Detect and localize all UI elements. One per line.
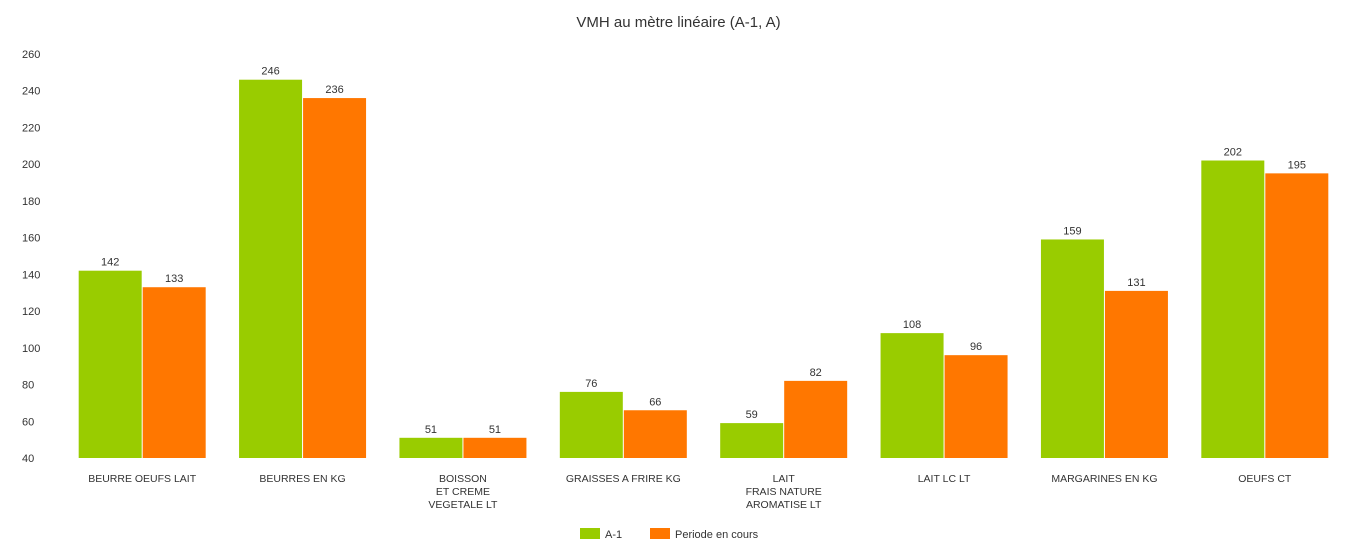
bar-value-label: 142 xyxy=(101,257,119,269)
y-tick-label: 160 xyxy=(22,233,40,245)
x-tick-label: LAIT LC LT xyxy=(918,473,971,485)
x-tick-label: OEUFS CT xyxy=(1238,473,1292,485)
y-tick-label: 60 xyxy=(22,416,34,428)
bar-periode-en-cours[interactable] xyxy=(1265,173,1329,458)
bars xyxy=(78,79,1329,458)
x-tick-label: BEURRE OEUFS LAIT xyxy=(88,473,197,485)
legend-item-a-1[interactable]: A-1 xyxy=(580,528,622,541)
bar-value-label: 246 xyxy=(261,66,279,78)
bar-a-1[interactable] xyxy=(1040,239,1104,458)
y-tick-label: 260 xyxy=(22,49,40,61)
y-tick-label: 80 xyxy=(22,380,34,392)
bar-a-1[interactable] xyxy=(880,333,944,458)
bar-value-label: 131 xyxy=(1127,277,1145,289)
bar-value-label: 108 xyxy=(903,319,921,331)
bar-periode-en-cours[interactable] xyxy=(1104,290,1168,458)
y-tick-label: 120 xyxy=(22,306,40,318)
bar-a-1[interactable] xyxy=(239,79,303,458)
bar-periode-en-cours[interactable] xyxy=(303,98,367,458)
legend-label: Periode en cours xyxy=(675,529,759,541)
x-tick-label: BEURRES EN KG xyxy=(259,473,345,485)
y-tick-label: 100 xyxy=(22,343,40,355)
bar-value-label: 202 xyxy=(1224,147,1242,159)
x-axis: BEURRE OEUFS LAIT BEURRES EN KG BOISSON ET … xyxy=(88,473,1292,511)
y-tick-label: 180 xyxy=(22,196,40,208)
bar-a-1[interactable] xyxy=(559,391,623,458)
bar-a-1[interactable] xyxy=(399,437,463,458)
bar-periode-en-cours[interactable] xyxy=(463,437,527,458)
bar-value-labels: 142 133 246 236 51 51 76 66 59 82 108 96 159 131 202 19… xyxy=(101,66,1306,436)
legend[interactable]: A-1 Periode en cours xyxy=(580,528,759,541)
y-axis: 40 60 80 100 120 140 160 180 200 220 240 260 xyxy=(22,49,40,465)
bar-value-label: 133 xyxy=(165,273,183,285)
bar-value-label: 59 xyxy=(746,409,758,421)
bar-value-label: 159 xyxy=(1063,225,1081,237)
bar-a-1[interactable] xyxy=(1201,160,1265,458)
y-tick-label: 220 xyxy=(22,122,40,134)
x-tick-label: GRAISSES A FRIRE KG xyxy=(566,473,681,485)
legend-item-periode-en-cours[interactable]: Periode en cours xyxy=(650,528,759,541)
bar-value-label: 51 xyxy=(489,424,501,436)
bar-value-label: 96 xyxy=(970,341,982,353)
bar-a-1[interactable] xyxy=(78,270,142,458)
chart-title: VMH au mètre linéaire (A-1, A) xyxy=(576,14,781,31)
x-tick-label: BOISSON ET CREME VEGETALE LT xyxy=(428,473,498,511)
bar-value-label: 66 xyxy=(649,396,661,408)
bar-value-label: 236 xyxy=(325,84,343,96)
bar-value-label: 76 xyxy=(585,378,597,390)
bar-periode-en-cours[interactable] xyxy=(784,380,848,458)
x-tick-label: MARGARINES EN KG xyxy=(1051,473,1157,485)
legend-swatch xyxy=(580,528,600,539)
x-tick-label: LAIT FRAIS NATURE AROMATISE LT xyxy=(746,473,822,511)
bar-a-1[interactable] xyxy=(720,423,784,458)
bar-value-label: 82 xyxy=(810,367,822,379)
y-tick-label: 140 xyxy=(22,269,40,281)
bar-value-label: 195 xyxy=(1288,159,1306,171)
y-tick-label: 240 xyxy=(22,86,40,98)
legend-label: A-1 xyxy=(605,529,622,541)
bar-periode-en-cours[interactable] xyxy=(944,355,1008,458)
y-tick-label: 40 xyxy=(22,453,34,465)
bar-value-label: 51 xyxy=(425,424,437,436)
y-tick-label: 200 xyxy=(22,159,40,171)
legend-swatch xyxy=(650,528,670,539)
bar-periode-en-cours[interactable] xyxy=(623,410,687,458)
bar-periode-en-cours[interactable] xyxy=(142,287,206,458)
